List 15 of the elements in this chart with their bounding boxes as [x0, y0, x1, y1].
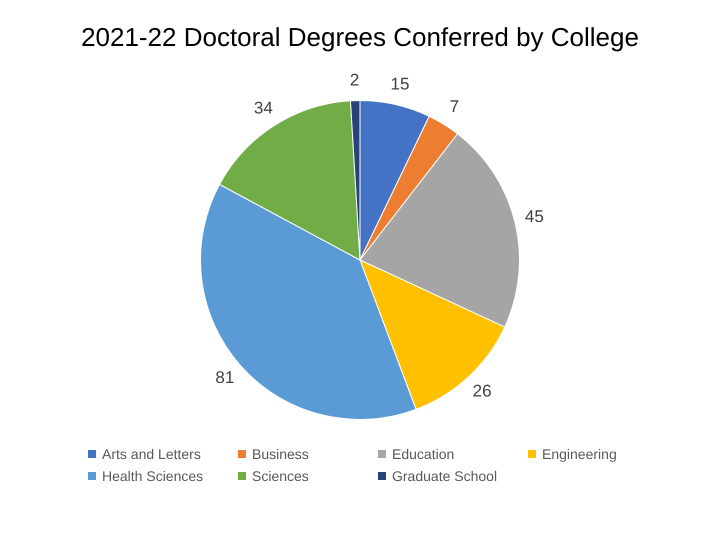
chart-title: 2021-22 Doctoral Degrees Conferred by College	[80, 22, 640, 53]
legend-label: Graduate School	[392, 468, 498, 484]
legend-label: Engineering	[542, 446, 617, 462]
legend-label: Sciences	[252, 468, 309, 484]
legend-label: Business	[252, 446, 309, 462]
data-label: 81	[215, 368, 234, 387]
data-label: 34	[254, 98, 273, 118]
data-label: 15	[390, 74, 410, 94]
legend-label: Health Sciences	[102, 468, 204, 484]
data-label: 26	[472, 381, 492, 400]
data-label: 7	[450, 96, 460, 116]
legend-label: Arts and Letters	[102, 446, 201, 462]
legend-label: Education	[392, 446, 454, 462]
data-label: 2	[350, 70, 360, 90]
data-label: 45	[524, 207, 544, 226]
